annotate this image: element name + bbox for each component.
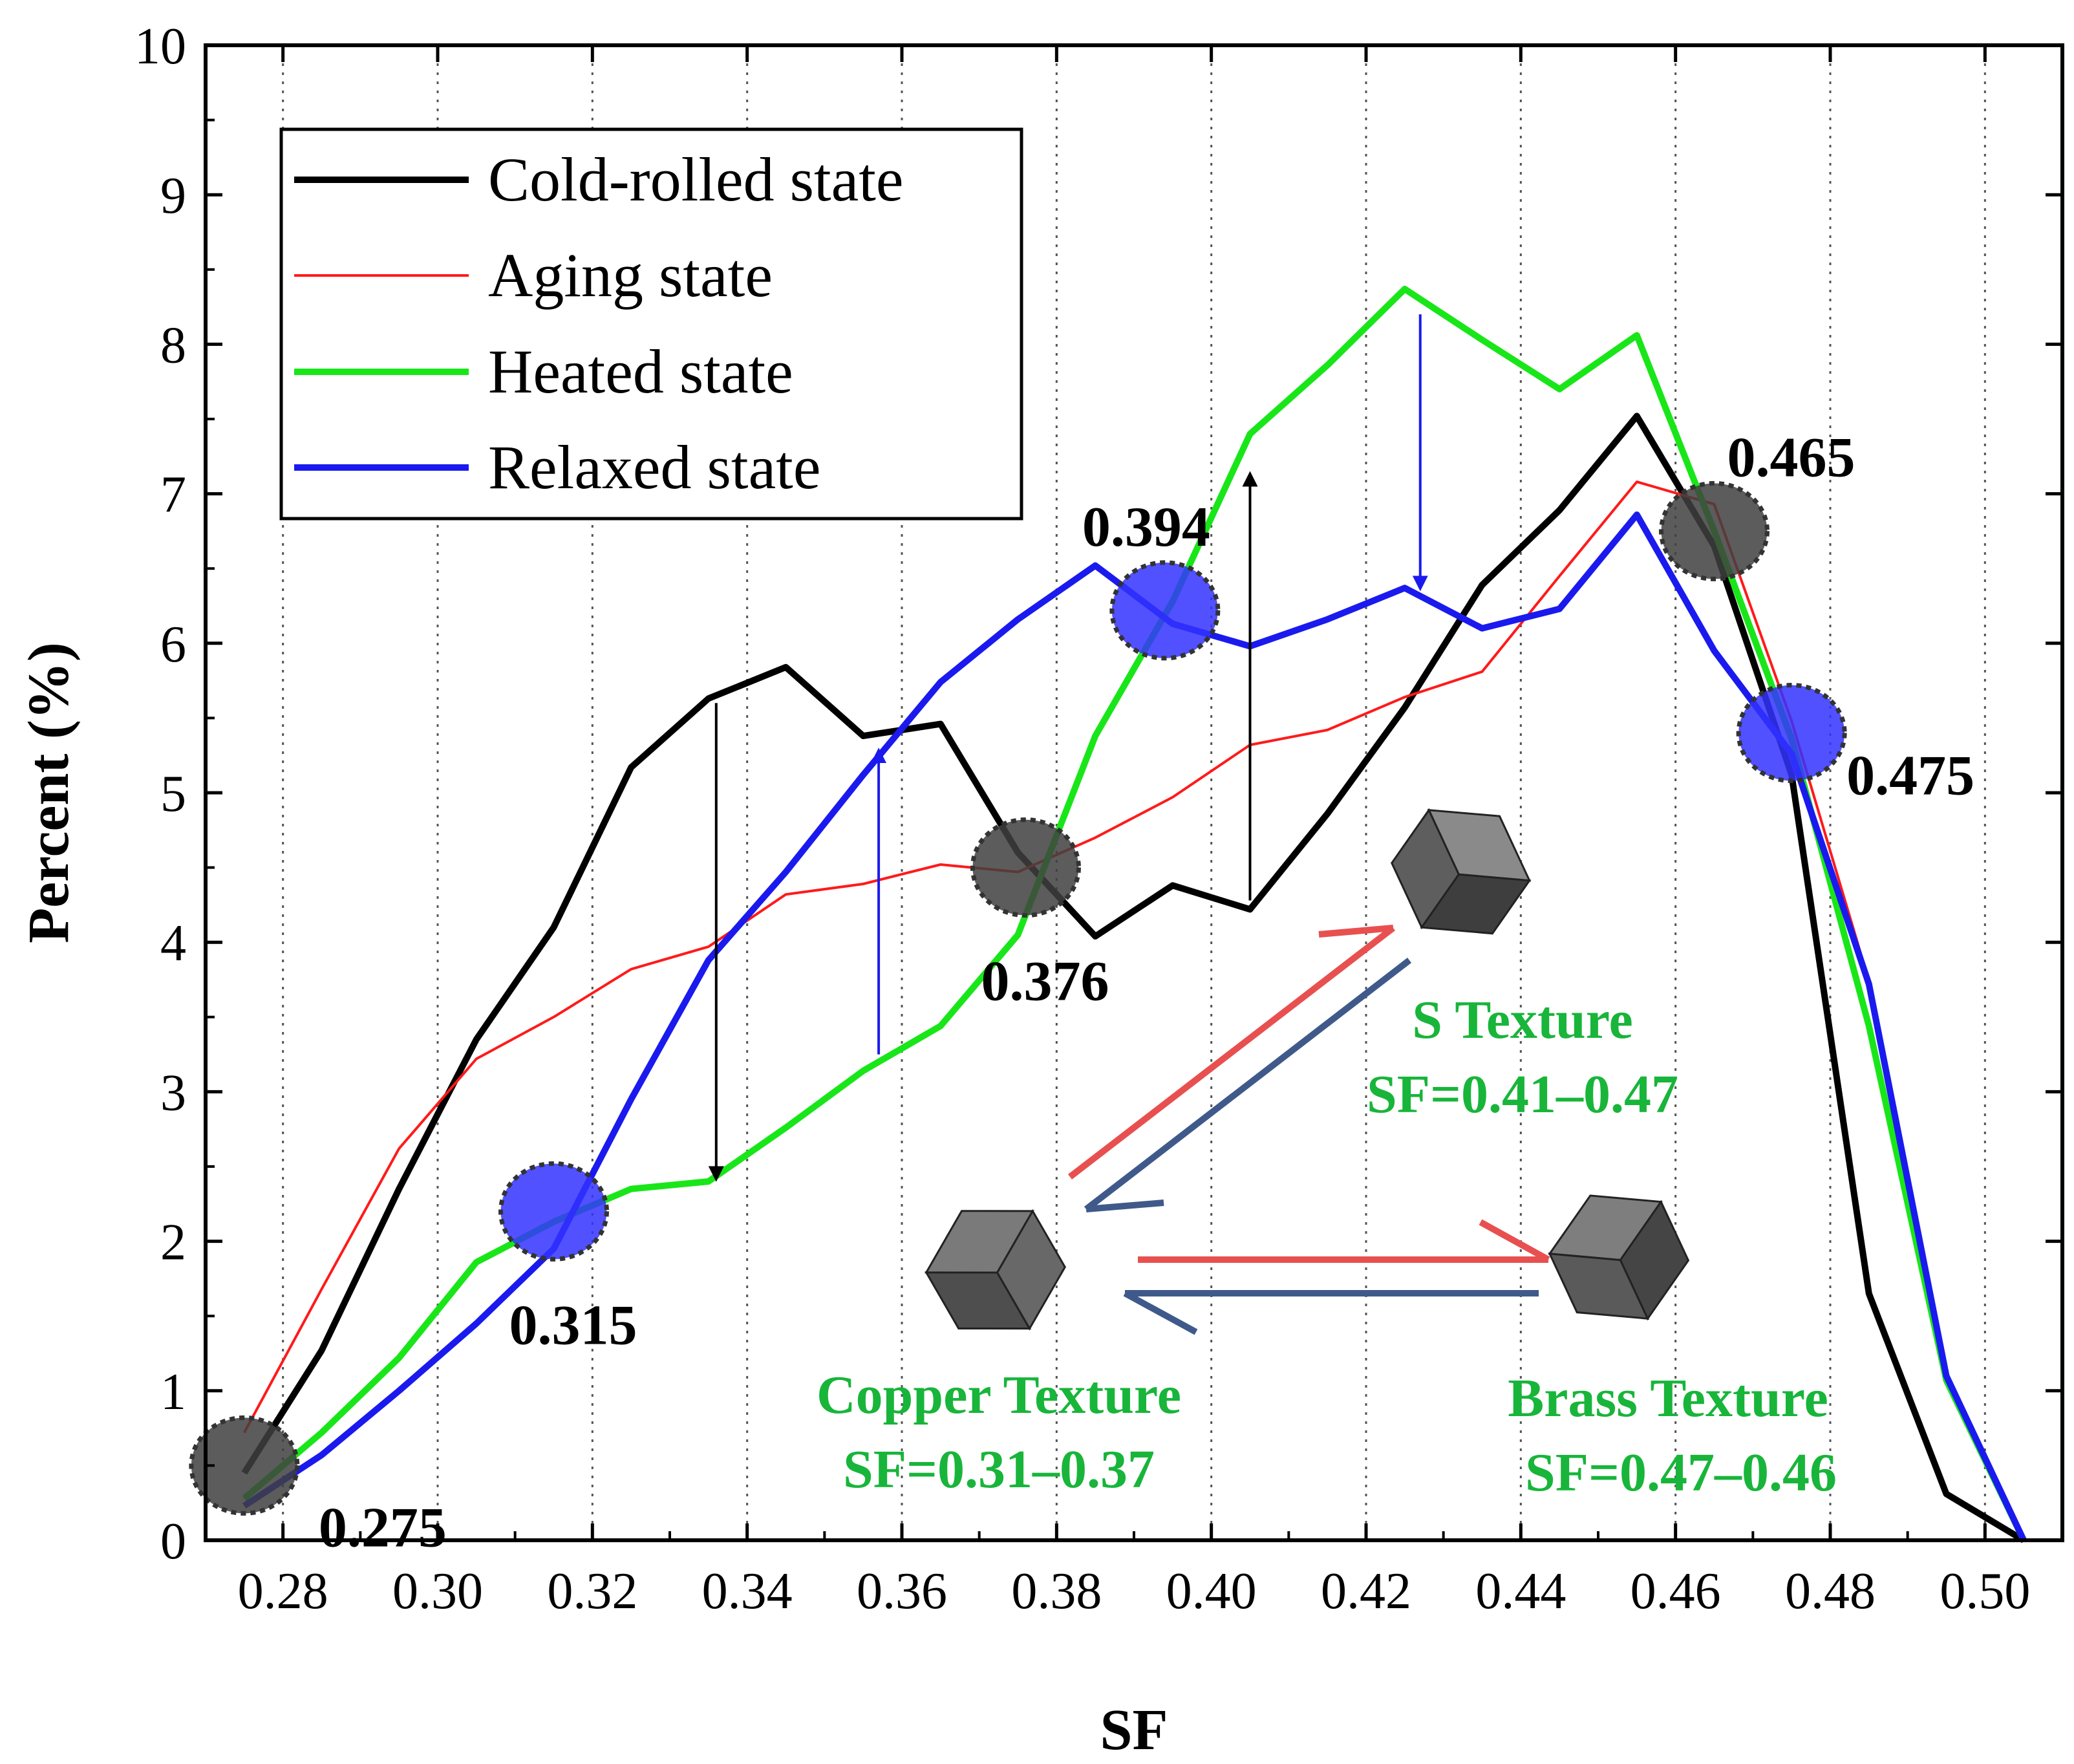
y-axis-title: Percent (%): [17, 642, 81, 943]
legend-label-aging: Aging state: [488, 241, 773, 310]
brass-texture-name: Brass Texture: [1508, 1368, 1828, 1428]
highlight-marker: [189, 1415, 300, 1516]
legend-label-cold-rolled: Cold-rolled state: [488, 145, 904, 214]
x-tick-label: 0.34: [702, 1563, 793, 1620]
highlight-marker: [970, 817, 1081, 918]
highlight-marker: [1109, 560, 1221, 661]
highlight-marker: [498, 1161, 609, 1262]
y-tick-label: 1: [160, 1364, 186, 1421]
x-tick-label: 0.36: [857, 1563, 947, 1620]
s-texture-cube: [1391, 808, 1532, 935]
brass-texture-range: SF=0.47–0.46: [1525, 1443, 1837, 1503]
x-tick-label: 0.30: [392, 1563, 483, 1620]
s-texture-range: SF=0.41–0.47: [1367, 1064, 1678, 1124]
legend: Cold-rolled state Aging state Heated sta…: [279, 127, 1023, 521]
y-tick-label: 0: [160, 1513, 186, 1570]
y-tick-label: 6: [160, 616, 186, 673]
brass-to-copper-arrow: [1123, 1290, 1539, 1335]
y-tick-label: 2: [160, 1214, 186, 1271]
texture-diagram: S Texture SF=0.41–0.47 Copper Texture SF…: [817, 808, 1837, 1503]
highlight-marker: [1659, 480, 1769, 581]
x-tick-label: 0.46: [1630, 1563, 1721, 1620]
marker-value-label: 0.376: [981, 951, 1109, 1013]
y-tick-label: 7: [160, 467, 186, 524]
x-tick-label: 0.42: [1321, 1563, 1411, 1620]
legend-label-heated: Heated state: [488, 337, 793, 406]
copper-texture-name: Copper Texture: [817, 1365, 1181, 1425]
y-tick-label: 4: [160, 915, 186, 972]
s-to-copper-arrow: [1084, 958, 1412, 1212]
change-arrows: [708, 314, 1428, 1182]
y-tick-label: 8: [160, 317, 186, 374]
marker-value-label: 0.394: [1082, 496, 1210, 559]
s-texture-name: S Texture: [1412, 990, 1633, 1050]
copper-texture-range: SF=0.31–0.37: [843, 1439, 1155, 1500]
x-tick-label: 0.38: [1011, 1563, 1102, 1620]
marker-value-label: 0.465: [1727, 426, 1855, 489]
y-tick-label: 9: [160, 167, 186, 224]
highlight-markers: [189, 480, 1847, 1516]
legend-box: [279, 127, 1023, 521]
highlight-marker: [1736, 683, 1847, 784]
y-tick-label: 5: [160, 766, 186, 823]
marker-labels: 0.275 0.315 0.376 0.394 0.465 0.475: [319, 426, 1974, 1559]
series-line-cold-rolled-state: [241, 413, 2026, 1544]
legend-label-relaxed: Relaxed state: [488, 433, 820, 502]
x-axis-title: SF: [1100, 1698, 1168, 1762]
brass-texture-cube: [1548, 1194, 1690, 1321]
x-tick-label: 0.40: [1166, 1563, 1257, 1620]
copper-to-brass-arrow: [1138, 1219, 1550, 1263]
x-tick-label: 0.32: [547, 1563, 637, 1620]
marker-value-label: 0.315: [509, 1294, 637, 1357]
x-tick-label: 0.28: [238, 1563, 328, 1620]
marker-value-label: 0.275: [319, 1496, 447, 1559]
copper-to-s-arrow: [1067, 925, 1396, 1179]
x-tick-label: 0.50: [1940, 1563, 2030, 1620]
marker-value-label: 0.475: [1846, 745, 1974, 808]
x-tick-label: 0.44: [1475, 1563, 1566, 1620]
axis-ticks: 0.28 0.30 0.32 0.34 0.36 0.38 0.40 0.42 0.44 0.46…: [134, 18, 2064, 1620]
y-tick-label: 10: [134, 18, 186, 75]
x-tick-label: 0.48: [1785, 1563, 1876, 1620]
y-tick-label: 3: [160, 1064, 186, 1121]
copper-texture-cube: [925, 1209, 1067, 1331]
